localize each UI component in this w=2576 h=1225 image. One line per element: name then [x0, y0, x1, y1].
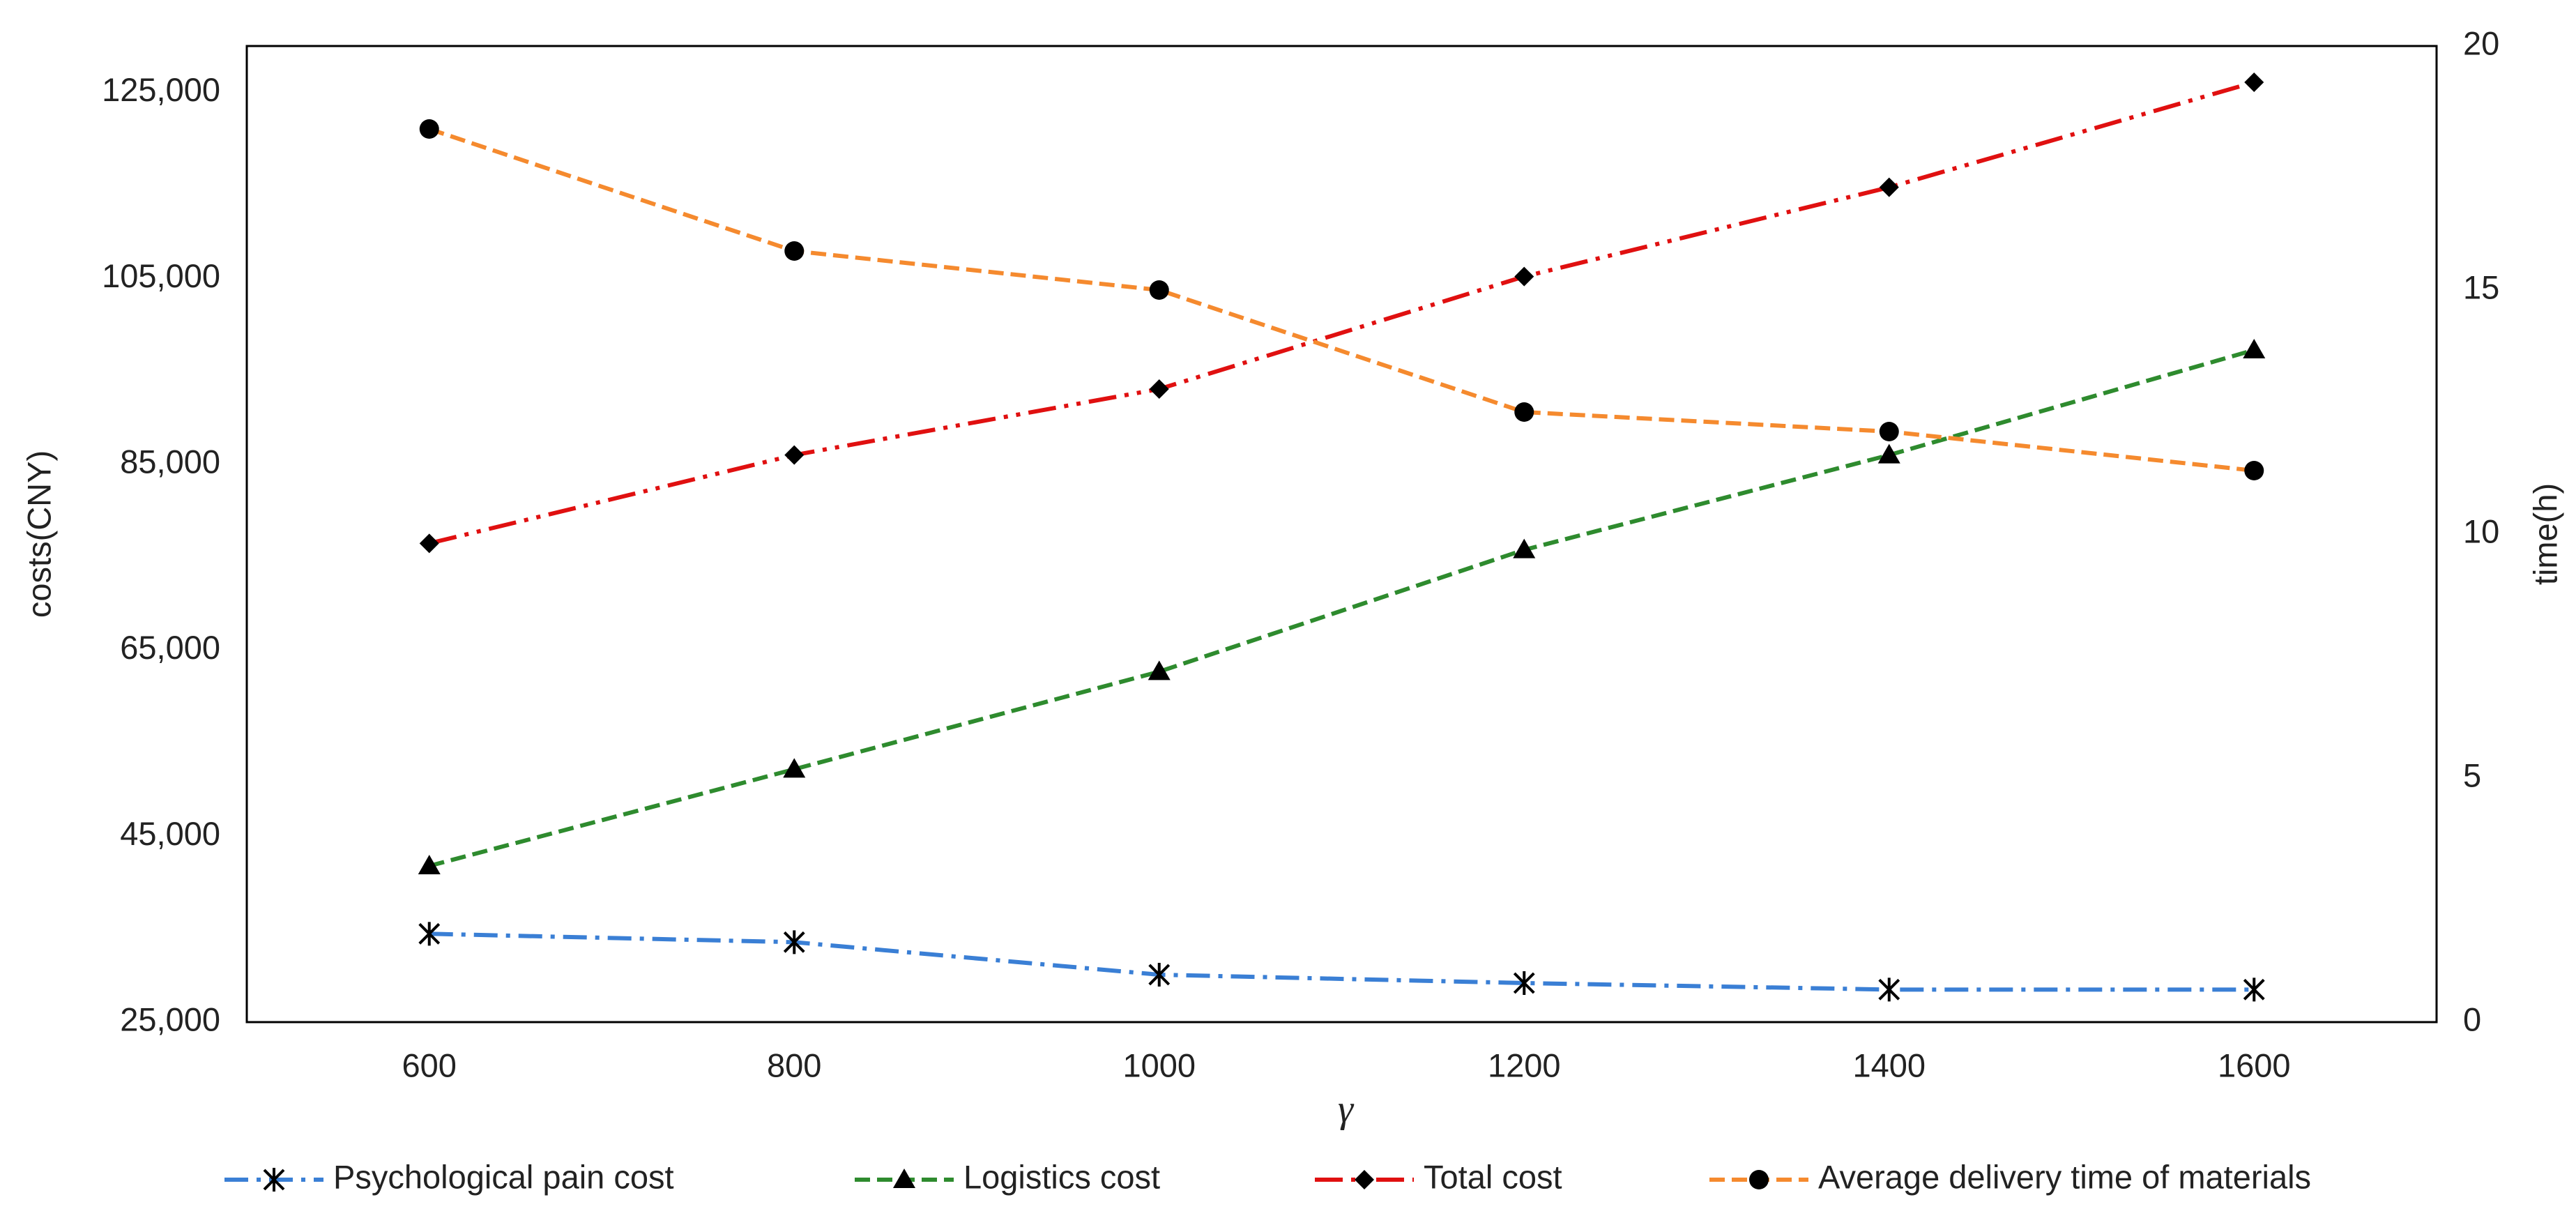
legend-marker — [1749, 1170, 1769, 1189]
marker — [2243, 339, 2266, 358]
x-tick-label: 1600 — [2218, 1047, 2291, 1083]
marker — [784, 445, 805, 465]
marker — [1514, 266, 1534, 287]
marker — [418, 855, 441, 874]
x-axis-label: γ — [1338, 1088, 1355, 1131]
legend-item: Logistics cost — [855, 1158, 1160, 1195]
x-tick-label: 1400 — [1852, 1047, 1926, 1083]
marker — [783, 758, 806, 778]
y-tick-label: 45,000 — [120, 815, 220, 852]
legend-marker — [263, 1168, 285, 1192]
legend-label: Average delivery time of materials — [1818, 1158, 2311, 1195]
legend-label: Logistics cost — [963, 1158, 1160, 1195]
marker — [1877, 443, 1900, 464]
x-tick-label: 800 — [767, 1047, 821, 1083]
marker — [1879, 422, 1899, 441]
marker — [1514, 402, 1534, 422]
y2-axis-label: time(h) — [2527, 483, 2563, 585]
series-line — [429, 80, 2255, 546]
legend-label: Psychological pain cost — [333, 1158, 674, 1195]
marker — [1149, 280, 1169, 300]
series-line — [428, 127, 2255, 473]
series-line — [428, 348, 2255, 868]
marker — [1148, 963, 1171, 987]
legend-item: Psychological pain cost — [224, 1158, 674, 1195]
y2-tick-label: 0 — [2463, 1000, 2481, 1037]
marker — [2244, 73, 2264, 92]
plot-frame — [245, 45, 2438, 1024]
marker — [419, 533, 439, 554]
x-tick-label: 600 — [402, 1047, 457, 1083]
marker — [783, 930, 805, 954]
y-tick-label: 125,000 — [102, 71, 220, 108]
marker — [1879, 177, 1899, 197]
legend-label: Total cost — [1424, 1158, 1562, 1195]
y-tick-label: 65,000 — [120, 629, 220, 666]
marker — [1878, 977, 1900, 1002]
legend-marker — [893, 1169, 915, 1188]
marker — [418, 922, 441, 946]
y2-tick-label: 20 — [2463, 24, 2499, 61]
legend-item: Average delivery time of materials — [1709, 1158, 2311, 1195]
marker — [1513, 538, 1536, 558]
marker — [1513, 971, 1535, 995]
x-tick-label: 1000 — [1122, 1047, 1196, 1083]
marker — [1148, 660, 1171, 680]
marker — [1149, 379, 1169, 399]
y2-tick-label: 15 — [2463, 268, 2499, 305]
y-tick-label: 85,000 — [120, 443, 220, 480]
marker — [419, 119, 439, 139]
marker — [2243, 977, 2265, 1002]
marker — [2244, 461, 2264, 480]
series-line — [429, 931, 2255, 992]
x-tick-label: 1200 — [1488, 1047, 1561, 1083]
y-tick-label: 25,000 — [120, 1000, 220, 1037]
legend-marker — [1355, 1170, 1374, 1189]
y2-tick-label: 10 — [2463, 512, 2499, 549]
legend-item: Total cost — [1315, 1158, 1562, 1195]
marker — [784, 241, 805, 261]
y-axis-label: costs(CNY) — [20, 450, 57, 618]
y2-tick-label: 5 — [2463, 756, 2481, 793]
y-tick-label: 105,000 — [102, 257, 220, 294]
